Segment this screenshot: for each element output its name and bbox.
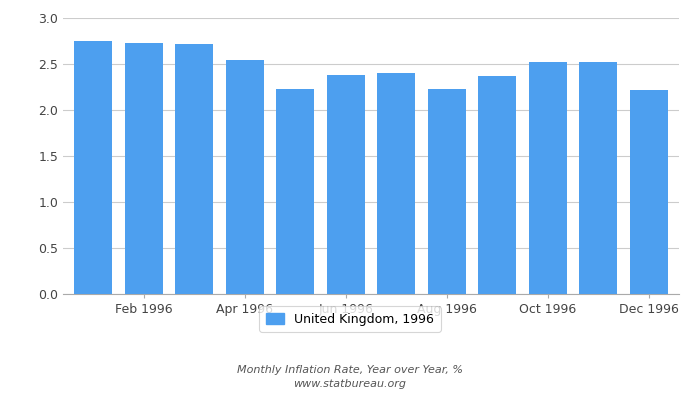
Bar (125, 43, 162, 294)
Bar (528, 62, 567, 294)
Bar (327, 75, 365, 294)
Bar (226, 60, 264, 294)
Bar (74, 41, 112, 294)
Bar (428, 89, 466, 294)
Bar (175, 44, 214, 294)
Bar (580, 62, 617, 294)
Bar (630, 90, 668, 294)
Bar (377, 73, 415, 294)
Text: Monthly Inflation Rate, Year over Year, %: Monthly Inflation Rate, Year over Year, … (237, 365, 463, 375)
Text: www.statbureau.org: www.statbureau.org (293, 379, 407, 389)
Legend: United Kingdom, 1996: United Kingdom, 1996 (260, 306, 440, 332)
Bar (478, 76, 516, 294)
Bar (276, 89, 314, 294)
